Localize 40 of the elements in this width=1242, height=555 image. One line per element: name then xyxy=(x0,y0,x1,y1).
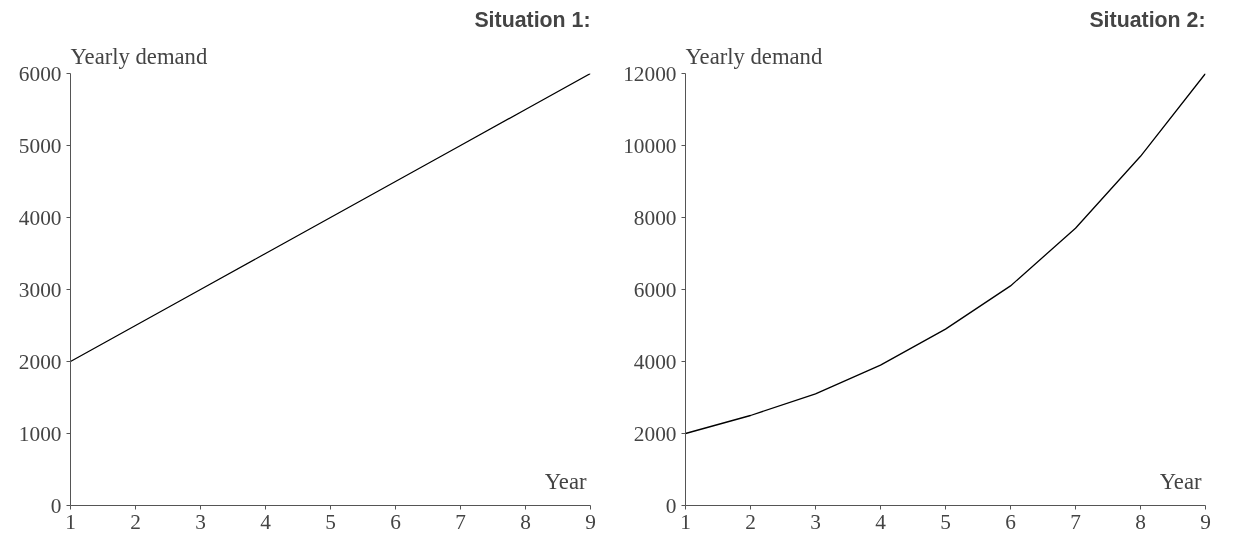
x-tick-label: 3 xyxy=(195,509,206,534)
x-tick-label: 4 xyxy=(875,509,887,534)
y-tick-label: 5000 xyxy=(18,133,62,158)
x-tick-label: 3 xyxy=(810,509,821,534)
y-tick-label: 4000 xyxy=(18,205,62,230)
chart-title: Situation 2: xyxy=(1089,7,1206,32)
line-series xyxy=(70,73,591,363)
x-tick-label: 1 xyxy=(65,509,76,534)
x-tick-label: 6 xyxy=(390,509,402,534)
x-tick-label: 1 xyxy=(680,509,691,534)
y-tick-label: 3000 xyxy=(18,277,62,302)
x-axis-title: Year xyxy=(1159,468,1202,494)
y-tick-label: 6000 xyxy=(18,61,62,86)
y-tick-label: 6000 xyxy=(633,277,677,302)
x-tick-label: 7 xyxy=(455,509,467,534)
x-tick-label: 9 xyxy=(1200,509,1211,534)
y-tick-label: 10000 xyxy=(623,133,677,158)
x-tick-label: 8 xyxy=(520,509,531,534)
y-tick-label: 12000 xyxy=(623,61,677,86)
y-tick-label: 4000 xyxy=(633,349,677,374)
x-tick-label: 6 xyxy=(1005,509,1017,534)
x-tick-label: 2 xyxy=(745,509,756,534)
chart-title: Situation 1: xyxy=(474,7,591,32)
x-tick-label: 2 xyxy=(130,509,141,534)
y-tick-label: 2000 xyxy=(633,421,677,446)
y-tick-label: 0 xyxy=(50,493,62,518)
y-axis-title: Yearly demand xyxy=(685,43,823,69)
x-tick-label: 4 xyxy=(260,509,272,534)
x-tick-label: 9 xyxy=(585,509,596,534)
y-tick-label: 8000 xyxy=(633,205,677,230)
y-tick-label: 2000 xyxy=(18,349,62,374)
x-tick-label: 5 xyxy=(940,509,951,534)
y-axis-title: Yearly demand xyxy=(70,43,208,69)
y-tick-label: 1000 xyxy=(18,421,62,446)
x-tick-label: 5 xyxy=(325,509,336,534)
x-tick-label: 8 xyxy=(1135,509,1146,534)
x-tick-label: 7 xyxy=(1070,509,1082,534)
line-series xyxy=(685,73,1206,435)
y-tick-label: 0 xyxy=(665,493,677,518)
x-axis-title: Year xyxy=(544,468,587,494)
